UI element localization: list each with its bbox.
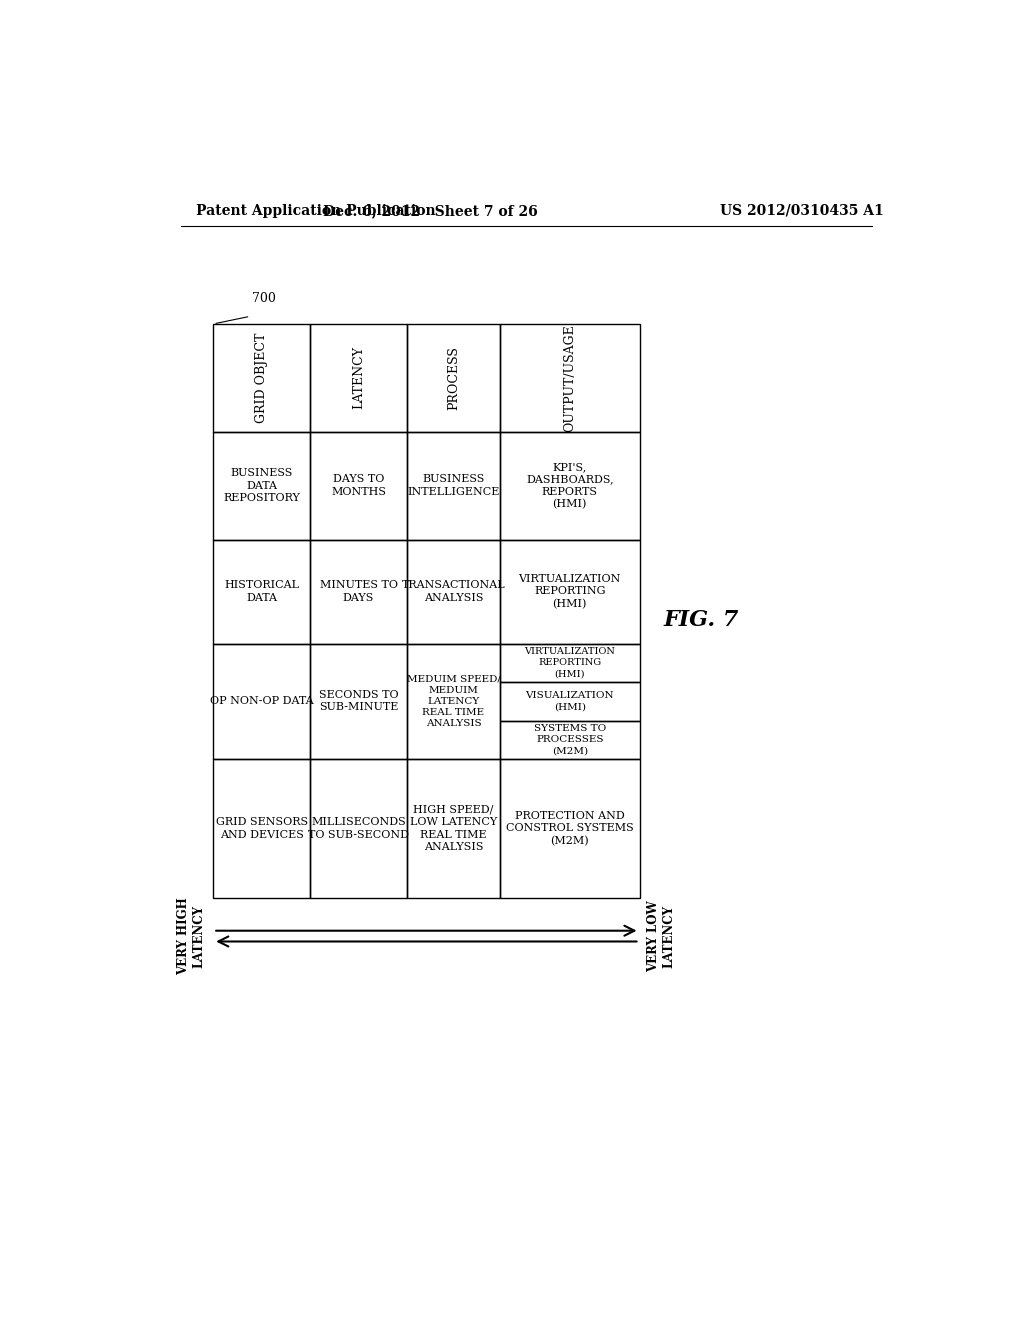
Bar — [310, 644, 407, 759]
Text: US 2012/0310435 A1: US 2012/0310435 A1 — [720, 203, 884, 218]
Text: DAYS TO
MONTHS: DAYS TO MONTHS — [331, 474, 386, 496]
Text: MINUTES TO
DAYS: MINUTES TO DAYS — [319, 581, 397, 603]
Bar — [500, 682, 640, 721]
Bar — [213, 759, 310, 898]
Text: PROTECTION AND
CONSTROL SYSTEMS
(M2M): PROTECTION AND CONSTROL SYSTEMS (M2M) — [506, 810, 634, 846]
Bar — [500, 644, 640, 682]
Bar — [407, 432, 500, 540]
Text: HISTORICAL
DATA: HISTORICAL DATA — [224, 581, 299, 603]
Text: SYSTEMS TO
PROCESSES
(M2M): SYSTEMS TO PROCESSES (M2M) — [534, 725, 606, 755]
Text: MILLISECONDS
TO SUB-SECOND: MILLISECONDS TO SUB-SECOND — [308, 817, 409, 840]
Bar — [407, 644, 500, 759]
Bar — [500, 540, 640, 644]
Text: BUSINESS
DATA
REPOSITORY: BUSINESS DATA REPOSITORY — [223, 469, 300, 503]
Bar — [213, 432, 310, 540]
Text: KPI'S,
DASHBOARDS,
REPORTS
(HMI): KPI'S, DASHBOARDS, REPORTS (HMI) — [526, 462, 613, 510]
Text: GRID SENSORS
AND DEVICES: GRID SENSORS AND DEVICES — [216, 817, 308, 840]
Bar — [407, 540, 500, 644]
Bar — [310, 432, 407, 540]
Bar — [407, 759, 500, 898]
Bar — [310, 540, 407, 644]
Bar — [213, 540, 310, 644]
Bar — [310, 759, 407, 898]
Bar — [213, 644, 310, 759]
Text: PROCESS: PROCESS — [447, 346, 460, 409]
Text: LATENCY: LATENCY — [352, 346, 366, 409]
Text: GRID OBJECT: GRID OBJECT — [255, 333, 268, 422]
Text: OUTPUT/USAGE: OUTPUT/USAGE — [563, 323, 577, 432]
Text: VIRTUALIZATION
REPORTING
(HMI): VIRTUALIZATION REPORTING (HMI) — [524, 647, 615, 678]
Text: SECONDS TO
SUB-MINUTE: SECONDS TO SUB-MINUTE — [318, 690, 398, 713]
Text: VIRTUALIZATION
REPORTING
(HMI): VIRTUALIZATION REPORTING (HMI) — [518, 574, 621, 609]
Bar — [500, 432, 640, 540]
Text: MEDUIM SPEED/
MEDUIM
LATENCY
REAL TIME
ANALYSIS: MEDUIM SPEED/ MEDUIM LATENCY REAL TIME A… — [407, 675, 501, 727]
Text: 700: 700 — [252, 292, 275, 305]
Bar — [407, 323, 500, 432]
Text: VERY LOW
LATENCY: VERY LOW LATENCY — [647, 900, 675, 972]
Text: VERY HIGH
LATENCY: VERY HIGH LATENCY — [177, 898, 206, 975]
Text: HIGH SPEED/
LOW LATENCY
REAL TIME
ANALYSIS: HIGH SPEED/ LOW LATENCY REAL TIME ANALYS… — [410, 805, 497, 851]
Text: TRANSACTIONAL
ANALYSIS: TRANSACTIONAL ANALYSIS — [401, 581, 505, 603]
Text: FIG. 7: FIG. 7 — [664, 610, 739, 631]
Text: Patent Application Publication: Patent Application Publication — [197, 203, 436, 218]
Bar — [500, 323, 640, 432]
Text: BUSINESS
INTELLIGENCE: BUSINESS INTELLIGENCE — [408, 474, 500, 496]
Text: Dec. 6, 2012   Sheet 7 of 26: Dec. 6, 2012 Sheet 7 of 26 — [323, 203, 538, 218]
Bar — [310, 323, 407, 432]
Bar — [500, 721, 640, 759]
Bar — [500, 759, 640, 898]
Bar — [213, 323, 310, 432]
Text: VISUALIZATION
(HMI): VISUALIZATION (HMI) — [525, 692, 614, 711]
Text: OP NON-OP DATA: OP NON-OP DATA — [210, 696, 313, 706]
